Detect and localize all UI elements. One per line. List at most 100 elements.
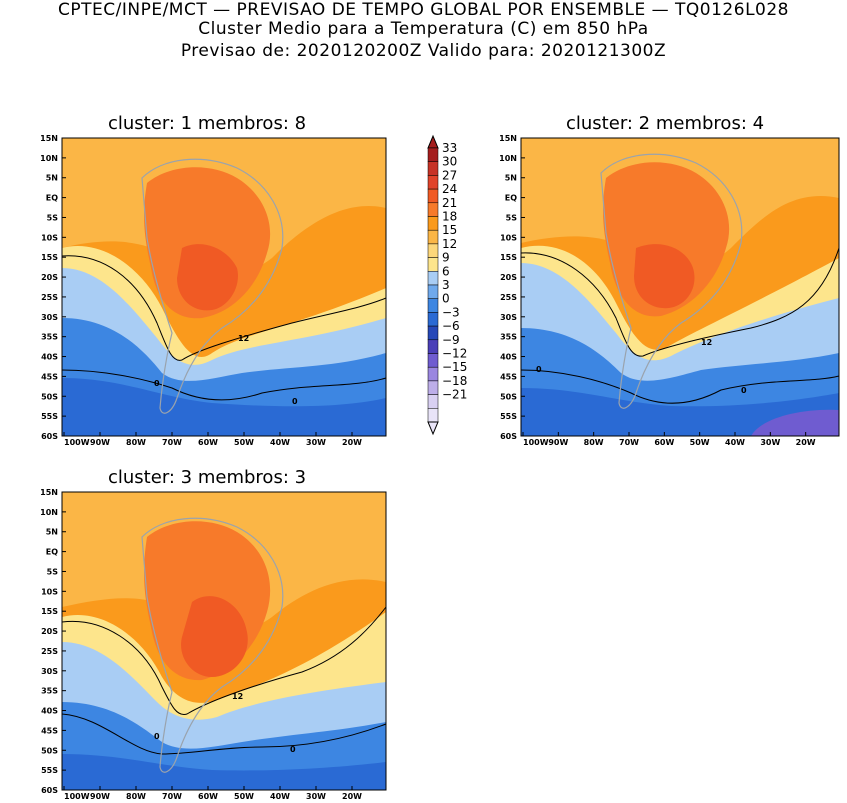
colorbar-label: 6 [442,264,450,278]
contour-label-0-east: 0 [741,386,747,395]
contour-label-12: 12 [232,692,243,701]
lat-tick-label: 10N [40,154,58,163]
colorbar-label: −15 [442,360,467,374]
colorbar-label: 15 [442,223,457,237]
lon-tick-label: 20W [796,438,816,447]
lon-tick-label: 30W [306,438,326,447]
lon-tick-label: 80W [584,438,604,447]
colorbar-swatch [427,216,439,231]
header-line-3: Previsao de: 2020120200Z Valido para: 20… [180,41,667,61]
colorbar-label: 9 [442,251,450,265]
lat-tick-label: 35S [41,687,58,696]
colorbar-label: 27 [442,168,457,182]
contour-12 [61,255,387,361]
lat-tick-label: 45S [500,372,517,381]
lon-tick-label: 100W [64,792,90,801]
contour-label-0-west: 0 [154,379,160,388]
lat-tick-label: 30S [500,313,517,322]
lon-tick-label: 70W [162,792,182,801]
lat-tick-label: 50S [41,746,58,755]
lat-tick-label: EQ [505,194,517,203]
colorbar-label: −6 [442,319,460,333]
map-panel-1: 12 0 0 15N 10N 5N EQ 5S 10S 15S 20S 25S 30S 35S 40S… [40,134,387,447]
colorbar-swatch [427,202,439,217]
lon-axis: 100W 90W 80W 70W 60W 50W 40W 30W 20W [63,432,362,447]
lat-tick-label: 60S [41,432,58,441]
lat-axis: 15N 10N 5N EQ 5S 10S 15S 20S 25S 30S 35S 40S 45S 50S 5… [40,134,66,441]
map-panel-2: 12 0 0 15N 10N 5N EQ 5S 10S 15S 20S 25S 30S 35S 40S… [499,134,840,447]
contour-0 [61,369,387,401]
lon-tick-label: 60W [198,792,218,801]
lat-tick-label: EQ [46,194,58,203]
lat-tick-label: 10S [500,233,517,242]
colorbar-swatch [427,298,439,313]
lat-tick-label: 25S [500,293,517,302]
colorbar-swatch [427,161,439,176]
lat-tick-label: 15N [499,134,517,143]
lat-tick-label: 50S [500,392,517,401]
lon-tick-label: 30W [760,438,780,447]
contour-label-0-east: 0 [292,397,298,406]
lon-tick-label: 80W [126,438,146,447]
colorbar-label: −3 [442,305,460,319]
colorbar-label: −12 [442,347,467,361]
colorbar-swatches [427,134,439,436]
coldest-band [62,378,386,436]
lat-tick-label: 5S [506,213,518,222]
contour-label-0-west: 0 [154,732,160,741]
colorbar-swatch [427,325,439,341]
panel-2-title: cluster: 2 membros: 4 [566,113,765,134]
lon-tick-label: 60W [654,438,674,447]
lat-tick-label: 30S [41,667,58,676]
lon-tick-label: 90W [90,792,110,801]
lon-tick-label: 70W [619,438,639,447]
lat-tick-label: 5N [46,528,58,537]
lat-tick-label: 55S [500,412,517,421]
hot-region [144,167,271,319]
lat-tick-label: 40S [41,707,58,716]
continent-outline [141,158,284,414]
lon-axis: 100W 90W 80W 70W 60W 50W 40W 30W 20W [63,786,362,801]
map-panel-3: 12 0 0 15N 10N 5N EQ 5S 10S 15S 20S 25S 30S 35S 40S… [40,488,387,801]
lat-tick-label: 5S [47,213,59,222]
colorbar-swatch [427,188,439,204]
lon-tick-label: 80W [126,792,146,801]
colorbar-swatch [427,312,439,327]
colorbar-swatch [427,366,439,382]
lat-tick-label: 20S [41,627,58,636]
colorbar-swatch [427,394,439,409]
colorbar-swatch [427,147,439,162]
hottest-region [177,244,238,311]
colorbar-swatch [427,243,439,258]
contour-label-12: 12 [701,338,712,347]
lat-tick-label: 55S [41,766,58,775]
colorbar-swatch [427,229,439,245]
lat-axis: 15N 10N 5N EQ 5S 10S 15S 20S 25S 30S 35S 40S 45S 50S 5… [40,488,66,795]
lon-tick-label: 50W [690,438,710,447]
lat-tick-label: EQ [46,548,58,557]
lat-tick-label: 10S [41,587,58,596]
lon-tick-label: 20W [342,438,362,447]
lat-tick-label: 15N [40,134,58,143]
lat-tick-label: 60S [41,786,58,795]
colorbar-swatch [427,271,439,286]
colorbar-label: 21 [442,196,457,210]
lon-tick-label: 40W [725,438,745,447]
lat-tick-label: 20S [41,273,58,282]
colorbar-label: 3 [442,278,450,292]
lat-tick-label: 10N [40,508,58,517]
colorbar-label: 0 [442,292,450,306]
colorbar-label: 30 [442,155,457,169]
colorbar-swatch [427,175,439,190]
lon-tick-label: 70W [162,438,182,447]
panel-1-title: cluster: 1 membros: 8 [108,113,307,134]
lat-tick-label: 15S [500,253,517,262]
lon-tick-label: 90W [548,438,568,447]
header-line-2: Cluster Medio para a Temperatura (C) em … [198,19,649,39]
colorbar-swatch [427,353,439,368]
lat-tick-label: 60S [500,432,517,441]
colorbar-swatch [427,339,439,354]
lon-tick-label: 90W [90,438,110,447]
